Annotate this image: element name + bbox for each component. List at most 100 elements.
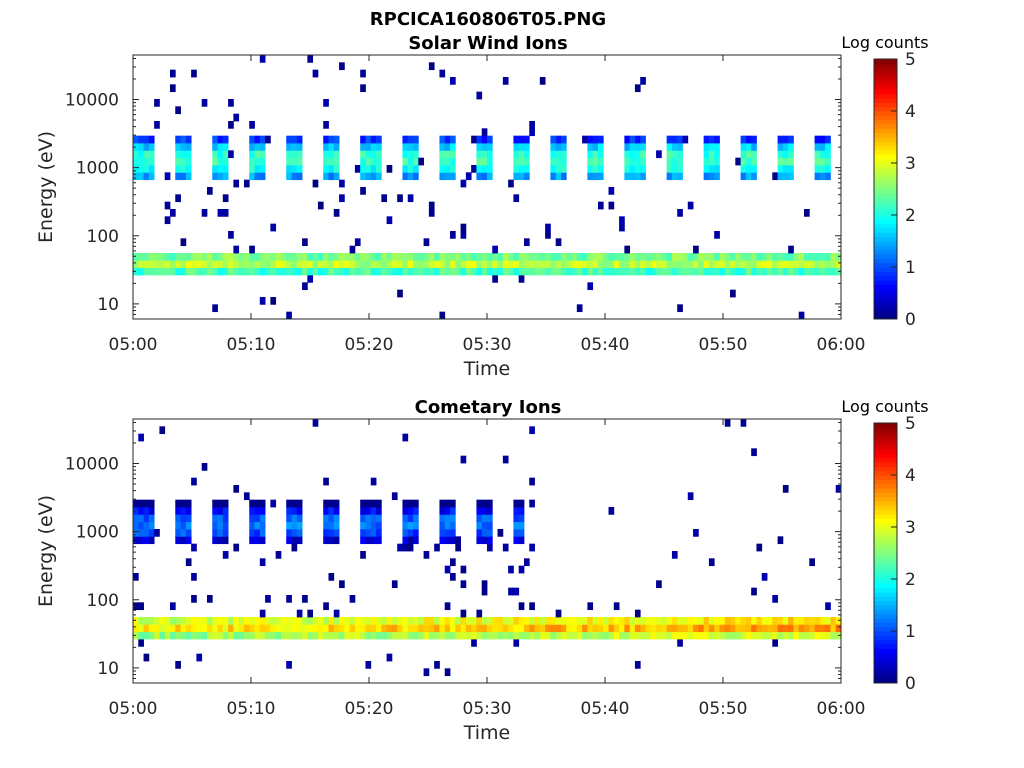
heatmap-cell (634, 84, 641, 93)
colorbar-segment (874, 93, 897, 99)
heatmap-cell (222, 143, 229, 151)
heatmap-cell (312, 419, 319, 427)
heatmap-cell (767, 631, 773, 640)
heatmap-cell (444, 529, 451, 537)
heatmap-cell (164, 617, 171, 625)
heatmap-cell (243, 631, 250, 640)
heatmap-cell (185, 267, 192, 276)
heatmap-cell (259, 157, 266, 166)
colorbar-segment (874, 80, 897, 86)
heatmap-cell (370, 150, 377, 159)
heatmap-cell (708, 253, 715, 261)
heatmap-cell (671, 253, 678, 261)
heatmap-cell (450, 260, 456, 269)
heatmap-cell (629, 624, 636, 633)
heatmap-cell (360, 165, 366, 173)
heatmap-cell (534, 617, 541, 625)
heatmap-cell (185, 617, 192, 625)
heatmap-cell (518, 150, 525, 159)
heatmap-cell (407, 165, 414, 173)
heatmap-cell (508, 260, 514, 269)
heatmap-cell (402, 507, 409, 515)
heatmap-cell (455, 253, 461, 261)
colorbar-segment (874, 150, 897, 155)
colorbar-segment (874, 206, 897, 212)
heatmap-cell (191, 617, 197, 625)
heatmap-cell (323, 143, 329, 151)
heatmap-cell (217, 499, 224, 508)
heatmap-cell (735, 624, 742, 633)
heatmap-cell (740, 260, 747, 269)
heatmap-cell (740, 172, 747, 181)
heatmap-cell (814, 143, 821, 151)
heatmap-cell (518, 602, 525, 611)
heatmap-cell (698, 253, 705, 261)
heatmap-cell (550, 165, 557, 173)
heatmap-cell (481, 580, 488, 589)
heatmap-cell (286, 267, 292, 276)
heatmap-cell (444, 536, 451, 545)
heatmap-cell (138, 631, 144, 640)
heatmap-cell (788, 150, 794, 159)
heatmap-cell (518, 536, 525, 545)
heatmap-cell (450, 536, 456, 545)
heatmap-cell (164, 260, 171, 269)
heatmap-cell (323, 267, 329, 276)
heatmap-cell (476, 157, 483, 166)
heatmap-cell (143, 165, 150, 173)
heatmap-cell (634, 609, 641, 618)
heatmap-cell (228, 150, 234, 159)
heatmap-cell (730, 631, 736, 640)
colorbar-segment (874, 106, 897, 112)
heatmap-cell (708, 157, 715, 166)
heatmap-cell (465, 267, 472, 276)
heatmap-cell (539, 631, 546, 640)
colorbar-segment (874, 527, 897, 532)
heatmap-cell (328, 514, 335, 523)
heatmap-cell (545, 624, 551, 633)
heatmap-cell (370, 253, 377, 261)
x-axis-label: Time (463, 358, 511, 380)
heatmap-cell (296, 536, 303, 545)
heatmap-cell (196, 253, 203, 261)
heatmap-cell (402, 150, 409, 159)
colorbar-segment (874, 535, 897, 541)
heatmap-cell (677, 209, 683, 217)
heatmap-cell (138, 135, 144, 144)
heatmap-cell (259, 253, 266, 261)
heatmap-cell (397, 289, 403, 298)
heatmap-cell (169, 624, 176, 633)
heatmap-cell (513, 253, 520, 261)
heatmap-cell (587, 260, 594, 269)
heatmap-cell (133, 529, 139, 537)
heatmap-cell (217, 150, 224, 159)
heatmap-cell (333, 529, 340, 537)
heatmap-cell (677, 150, 683, 159)
heatmap-cell (439, 172, 446, 181)
heatmap-cell (133, 165, 139, 173)
heatmap-cell (624, 253, 631, 261)
heatmap-cell (407, 507, 414, 515)
heatmap-cell (751, 260, 757, 269)
heatmap-cell (682, 624, 689, 633)
heatmap-cell (597, 260, 604, 269)
heatmap-cell (529, 260, 535, 269)
heatmap-cell (450, 521, 456, 530)
heatmap-cell (175, 499, 181, 508)
heatmap-cell (502, 543, 509, 552)
heatmap-cell (413, 536, 419, 545)
heatmap-cell (360, 260, 366, 269)
heatmap-cell (719, 624, 726, 633)
heatmap-cell (360, 157, 366, 166)
colorbar-tick-label: 0 (905, 674, 916, 694)
colorbar-segment (874, 197, 897, 203)
heatmap-cell (693, 253, 699, 261)
heatmap-cell (671, 624, 678, 633)
heatmap-cell (740, 165, 747, 173)
heatmap-cell (413, 631, 419, 640)
heatmap-cell (481, 128, 488, 137)
heatmap-cell (423, 617, 430, 625)
colorbar-segment (874, 306, 897, 311)
heatmap-cell (201, 253, 208, 261)
heatmap-cell (143, 157, 150, 166)
